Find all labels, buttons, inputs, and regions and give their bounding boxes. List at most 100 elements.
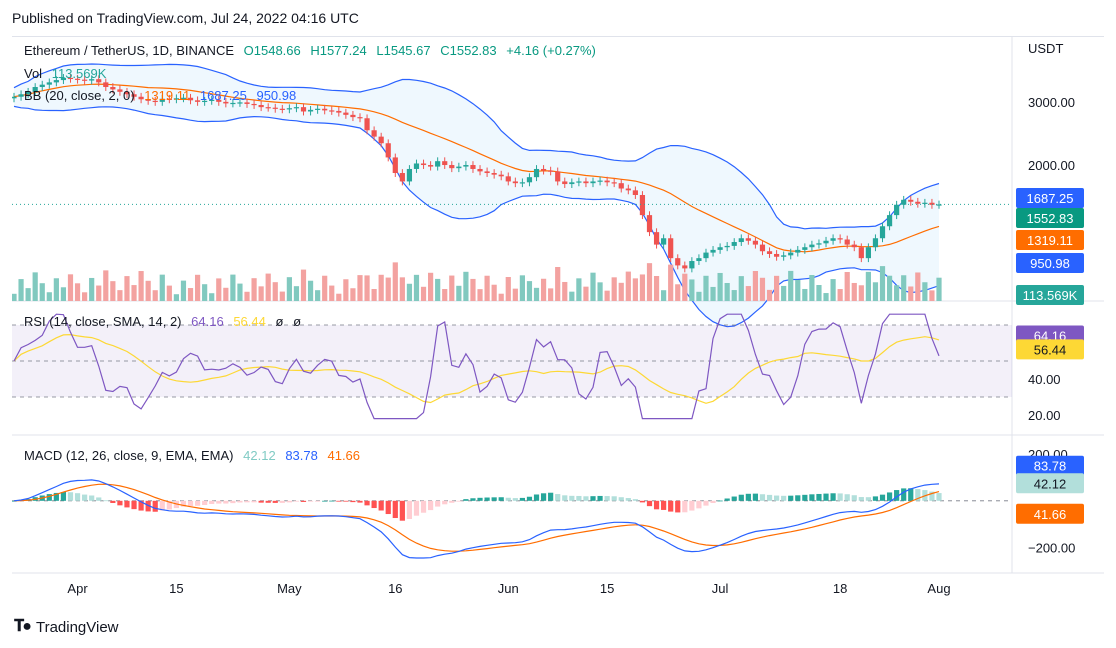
candle-body	[463, 165, 469, 167]
macd-histogram-bar	[851, 495, 857, 501]
volume-bar	[117, 290, 123, 301]
candle-body	[159, 98, 165, 102]
date-axis-label: Jun	[498, 581, 519, 596]
macd-histogram-bar	[583, 496, 589, 501]
volume-bar	[639, 274, 646, 301]
candle-body	[661, 238, 667, 245]
volume-bar	[12, 293, 17, 301]
volume-bar	[279, 291, 285, 301]
candle-body	[145, 99, 151, 101]
volume-bar	[484, 275, 490, 301]
volume-bar	[138, 271, 144, 301]
volume-bar	[886, 275, 893, 301]
candle-body	[724, 245, 730, 248]
volume-bar	[661, 290, 667, 301]
macd-histogram-bar	[491, 497, 497, 501]
candle-body	[286, 108, 292, 110]
bb-fill	[14, 64, 939, 327]
volume-bar	[823, 293, 829, 301]
candle-body	[731, 242, 737, 246]
macd-histogram-bar	[738, 494, 744, 501]
macd-hist-value: 42.12	[243, 448, 276, 463]
macd-signal-line	[13, 483, 940, 552]
rsi-line	[13, 313, 940, 420]
macd-histogram-bar	[533, 494, 540, 501]
volume-bar	[724, 282, 730, 301]
macd-histogram-bar	[555, 494, 561, 501]
date-axis-label: 16	[388, 581, 402, 596]
candle-body	[138, 96, 144, 100]
symbol-name: Ethereum / TetherUS, 1D, BINANCE	[24, 43, 235, 58]
volume-bar	[477, 289, 483, 301]
macd-histogram-bar	[53, 492, 59, 501]
candle-body	[653, 232, 660, 245]
macd-histogram-bar	[703, 500, 709, 506]
macd-histogram-bar	[194, 500, 201, 506]
volume-bar	[194, 274, 201, 301]
candle-body	[555, 171, 561, 182]
volume-bar	[653, 276, 660, 301]
macd-histogram-bar	[237, 500, 243, 503]
rsi-sma-value: 56.44	[233, 314, 266, 329]
candle-body	[689, 261, 695, 269]
volume-bar	[89, 277, 95, 301]
candle-body	[738, 238, 744, 243]
macd-histogram-bar	[597, 495, 603, 501]
volume-bar	[915, 272, 921, 301]
candle-body	[223, 101, 229, 104]
candle-body	[470, 165, 476, 169]
candle-body	[894, 204, 900, 216]
macd-histogram-bar	[89, 495, 95, 501]
volume-bar	[625, 271, 631, 301]
candle-body	[611, 182, 617, 184]
volume-bar	[618, 282, 624, 301]
macd-histogram-bar	[322, 500, 328, 502]
candle-body	[816, 243, 822, 245]
candle-body	[752, 240, 759, 245]
candle-body	[576, 181, 582, 183]
macd-histogram-bar	[604, 496, 610, 501]
rsi-label: RSI (14, close, SMA, 14, 2)	[24, 314, 182, 329]
macd-histogram-bar	[625, 498, 631, 501]
volume-bar	[442, 289, 448, 301]
macd-histogram-bar	[661, 500, 667, 510]
macd-histogram-bar	[795, 495, 801, 501]
candle-body	[795, 249, 801, 253]
volume-bar	[173, 294, 180, 301]
macd-histogram-bar	[286, 500, 292, 503]
rsi-sma-line	[13, 333, 940, 404]
candle-body	[428, 165, 434, 167]
volume-bar	[696, 291, 702, 301]
macd-tick-label: −200.00	[1028, 541, 1075, 556]
volume-bar	[766, 289, 773, 301]
candle-body	[385, 143, 391, 158]
candle-body	[399, 173, 405, 182]
candle-body	[879, 226, 886, 239]
candle-body	[202, 100, 208, 103]
chart-frame[interactable]: USDT 3000.00 2000.00 1687.25 1552.83 1319.11 9…	[12, 36, 1104, 609]
macd-histogram-bar	[505, 497, 511, 501]
volume-bar	[67, 274, 74, 301]
macd-signal-tag-bg	[1016, 503, 1084, 524]
candle-body	[477, 168, 483, 172]
macd-histogram-bar	[724, 498, 730, 501]
candle-body	[371, 130, 377, 137]
volume-bar	[343, 279, 349, 301]
candle-body	[307, 109, 314, 112]
volume-bar	[576, 278, 582, 301]
published-line: Published on TradingView.com, Jul 24, 20…	[12, 10, 359, 26]
candle-body	[364, 118, 370, 131]
chart-canvas[interactable]: USDT 3000.00 2000.00 1687.25 1552.83 1319.11 9…	[12, 37, 1104, 609]
volume-bar	[187, 288, 194, 301]
volume-bar	[322, 275, 328, 301]
volume-bar	[470, 278, 476, 301]
macd-histogram-bar	[816, 493, 822, 501]
candle-body	[682, 265, 688, 269]
candle-body	[632, 190, 638, 195]
volume-bar	[632, 278, 638, 301]
candle-body	[110, 87, 116, 90]
candle-body	[124, 91, 130, 95]
rsi-value: 64.16	[191, 314, 224, 329]
tradingview-brand[interactable]: 𝐓● TradingView	[14, 618, 119, 636]
macd-histogram-bar	[512, 498, 518, 501]
